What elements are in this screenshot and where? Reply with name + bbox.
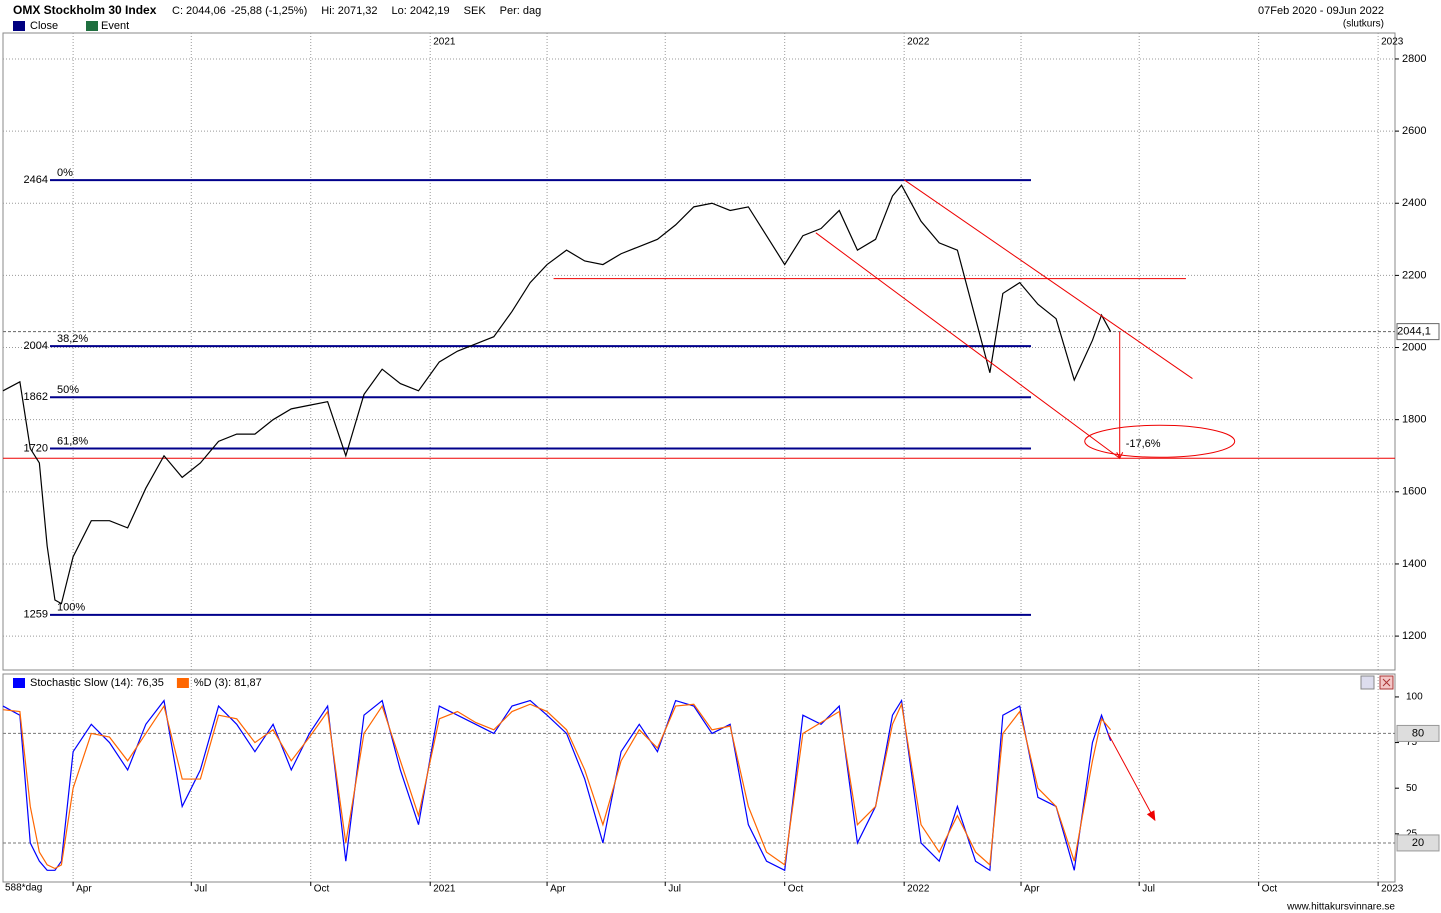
x-tick-label: Jul — [1142, 884, 1155, 895]
x-tick-label: 2021 — [433, 884, 456, 895]
last-value-box — [1396, 323, 1440, 341]
info: Hi: 2071,32 — [321, 5, 377, 17]
x-tick-label: 2022 — [907, 884, 930, 895]
x-tick-label: Oct — [788, 884, 804, 895]
x-tick-label: Jul — [194, 884, 207, 895]
y-tick-label: 75 — [1406, 737, 1418, 748]
x-count-label: 588*dag — [5, 883, 42, 894]
y-tick-label: 2400 — [1402, 197, 1426, 209]
period: 07Feb 2020 - 09Jun 2022 — [1258, 5, 1384, 17]
fib-label: 100% — [57, 602, 85, 614]
settings-button[interactable] — [1360, 675, 1375, 690]
legend-swatch — [176, 678, 189, 688]
level-label: 20 — [1412, 837, 1424, 849]
info: C: 2044,06 — [172, 5, 226, 17]
legend-swatch — [13, 21, 25, 31]
last-value-label: 2044,1 — [1397, 326, 1431, 338]
trend-line — [815, 232, 1121, 459]
target-label: -17,6% — [1126, 438, 1161, 450]
y-tick-label: 1600 — [1402, 486, 1426, 498]
y-tick-label: 100 — [1406, 692, 1423, 703]
chart-title: OMX Stockholm 30 Index — [13, 3, 157, 17]
price-panel — [2, 32, 1396, 671]
y-tick-label: 1200 — [1402, 630, 1426, 642]
price-line — [2, 184, 1112, 605]
legend-label[interactable]: Stochastic Slow (14): 76,35 — [30, 677, 164, 689]
x-tick-label: Apr — [550, 884, 566, 895]
y-tick-label: 2800 — [1402, 53, 1426, 65]
year-label: 2021 — [433, 37, 456, 48]
legend-swatch — [13, 678, 25, 688]
level-box — [1396, 834, 1440, 852]
info: SEK — [464, 5, 487, 17]
y-tick-label: 25 — [1406, 828, 1418, 839]
x-tick-label: Oct — [1262, 884, 1278, 895]
legend-label[interactable]: %D (3): 81,87 — [194, 677, 262, 689]
fib-value: 1259 — [24, 609, 48, 621]
period-note: (slutkurs) — [1343, 19, 1384, 30]
close-icon — [1382, 678, 1391, 687]
fib-value: 2464 — [24, 174, 48, 186]
y-tick-label: 2200 — [1402, 269, 1426, 281]
fib-value: 1862 — [24, 391, 48, 403]
trend-line — [903, 179, 1193, 379]
x-tick-label: Jul — [668, 884, 681, 895]
fib-label: 61,8% — [57, 435, 88, 447]
y-tick-label: 2000 — [1402, 341, 1426, 353]
x-tick-label: Apr — [76, 884, 92, 895]
legend-label[interactable]: Close — [30, 20, 58, 32]
legend-swatch — [86, 21, 98, 31]
stoch-arrow — [1107, 733, 1156, 821]
y-tick-label: 1800 — [1402, 414, 1426, 426]
year-label: 2022 — [907, 37, 930, 48]
y-tick-label: 2600 — [1402, 125, 1426, 137]
info: Lo: 2042,19 — [392, 5, 450, 17]
fib-label: 0% — [57, 167, 73, 179]
level-box — [1396, 724, 1440, 742]
arrow-head — [1146, 810, 1156, 822]
x-tick-label: 2023 — [1381, 884, 1404, 895]
level-label: 80 — [1412, 727, 1424, 739]
year-label: 2023 — [1381, 37, 1404, 48]
fib-value: 1720 — [24, 442, 48, 454]
fib-label: 50% — [57, 384, 79, 396]
stoch-line — [2, 698, 1112, 872]
target-ellipse — [1084, 424, 1236, 458]
legend-label[interactable]: Event — [101, 20, 129, 32]
stoch-panel — [2, 673, 1396, 883]
info: Per: dag — [500, 5, 542, 17]
fib-label: 38,2% — [57, 333, 88, 345]
info: -25,88 (-1,25%) — [231, 5, 307, 17]
y-tick-label: 1400 — [1402, 558, 1426, 570]
x-tick-label: Apr — [1024, 884, 1040, 895]
footer: www.hittakursvinnare.se — [1286, 902, 1395, 913]
stoch-line — [2, 702, 1112, 870]
fib-value: 2004 — [24, 340, 48, 352]
x-tick-label: Oct — [314, 884, 330, 895]
y-tick-label: 50 — [1406, 783, 1418, 794]
